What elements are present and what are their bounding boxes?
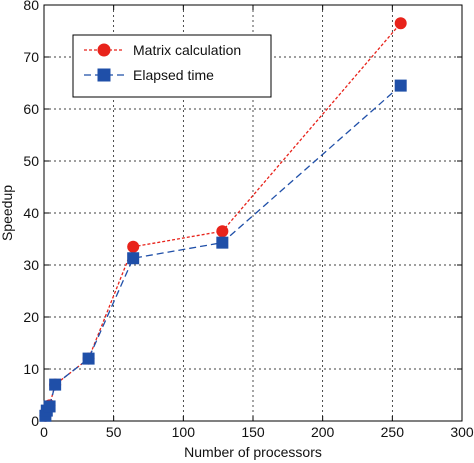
legend-label: Matrix calculation <box>133 42 241 58</box>
legend-label: Elapsed time <box>133 67 214 83</box>
x-tick-label: 0 <box>40 424 48 440</box>
series-square <box>39 79 407 422</box>
series-layer <box>39 17 407 422</box>
data-point-circle <box>394 17 407 30</box>
x-axis-title: Number of processors <box>184 444 322 460</box>
x-tick-label: 150 <box>241 424 265 440</box>
data-point-square <box>127 252 140 265</box>
x-tick-label: 100 <box>172 424 196 440</box>
x-tick-label: 250 <box>381 424 405 440</box>
y-tick-label: 60 <box>23 101 39 117</box>
grid-lines <box>44 5 462 421</box>
legend: Matrix calculation Elapsed time <box>72 34 272 98</box>
y-tick-label: 70 <box>23 49 39 65</box>
y-tick-label: 0 <box>31 413 39 429</box>
x-axis-ticks: 0 50 100 150 200 250 300 <box>40 5 474 440</box>
data-point-square <box>394 79 407 92</box>
data-point-circle <box>127 240 140 253</box>
data-point-square <box>49 378 62 391</box>
x-tick-label: 50 <box>106 424 122 440</box>
data-point-square <box>216 236 229 249</box>
y-tick-label: 50 <box>23 153 39 169</box>
y-axis-title: Speedup <box>0 185 15 241</box>
y-tick-label: 30 <box>23 257 39 273</box>
y-axis-ticks: 0 10 20 30 40 50 60 70 80 <box>23 0 462 429</box>
data-point-square <box>97 68 111 82</box>
y-tick-label: 10 <box>23 361 39 377</box>
y-tick-label: 40 <box>23 205 39 221</box>
data-point-circle <box>97 43 111 57</box>
y-tick-label: 80 <box>23 0 39 13</box>
x-tick-label: 300 <box>450 424 474 440</box>
data-point-square <box>82 352 95 365</box>
x-tick-label: 200 <box>311 424 335 440</box>
data-point-circle <box>216 225 229 238</box>
data-point-square <box>43 400 56 413</box>
y-tick-label: 20 <box>23 309 39 325</box>
legend-box <box>72 34 272 98</box>
